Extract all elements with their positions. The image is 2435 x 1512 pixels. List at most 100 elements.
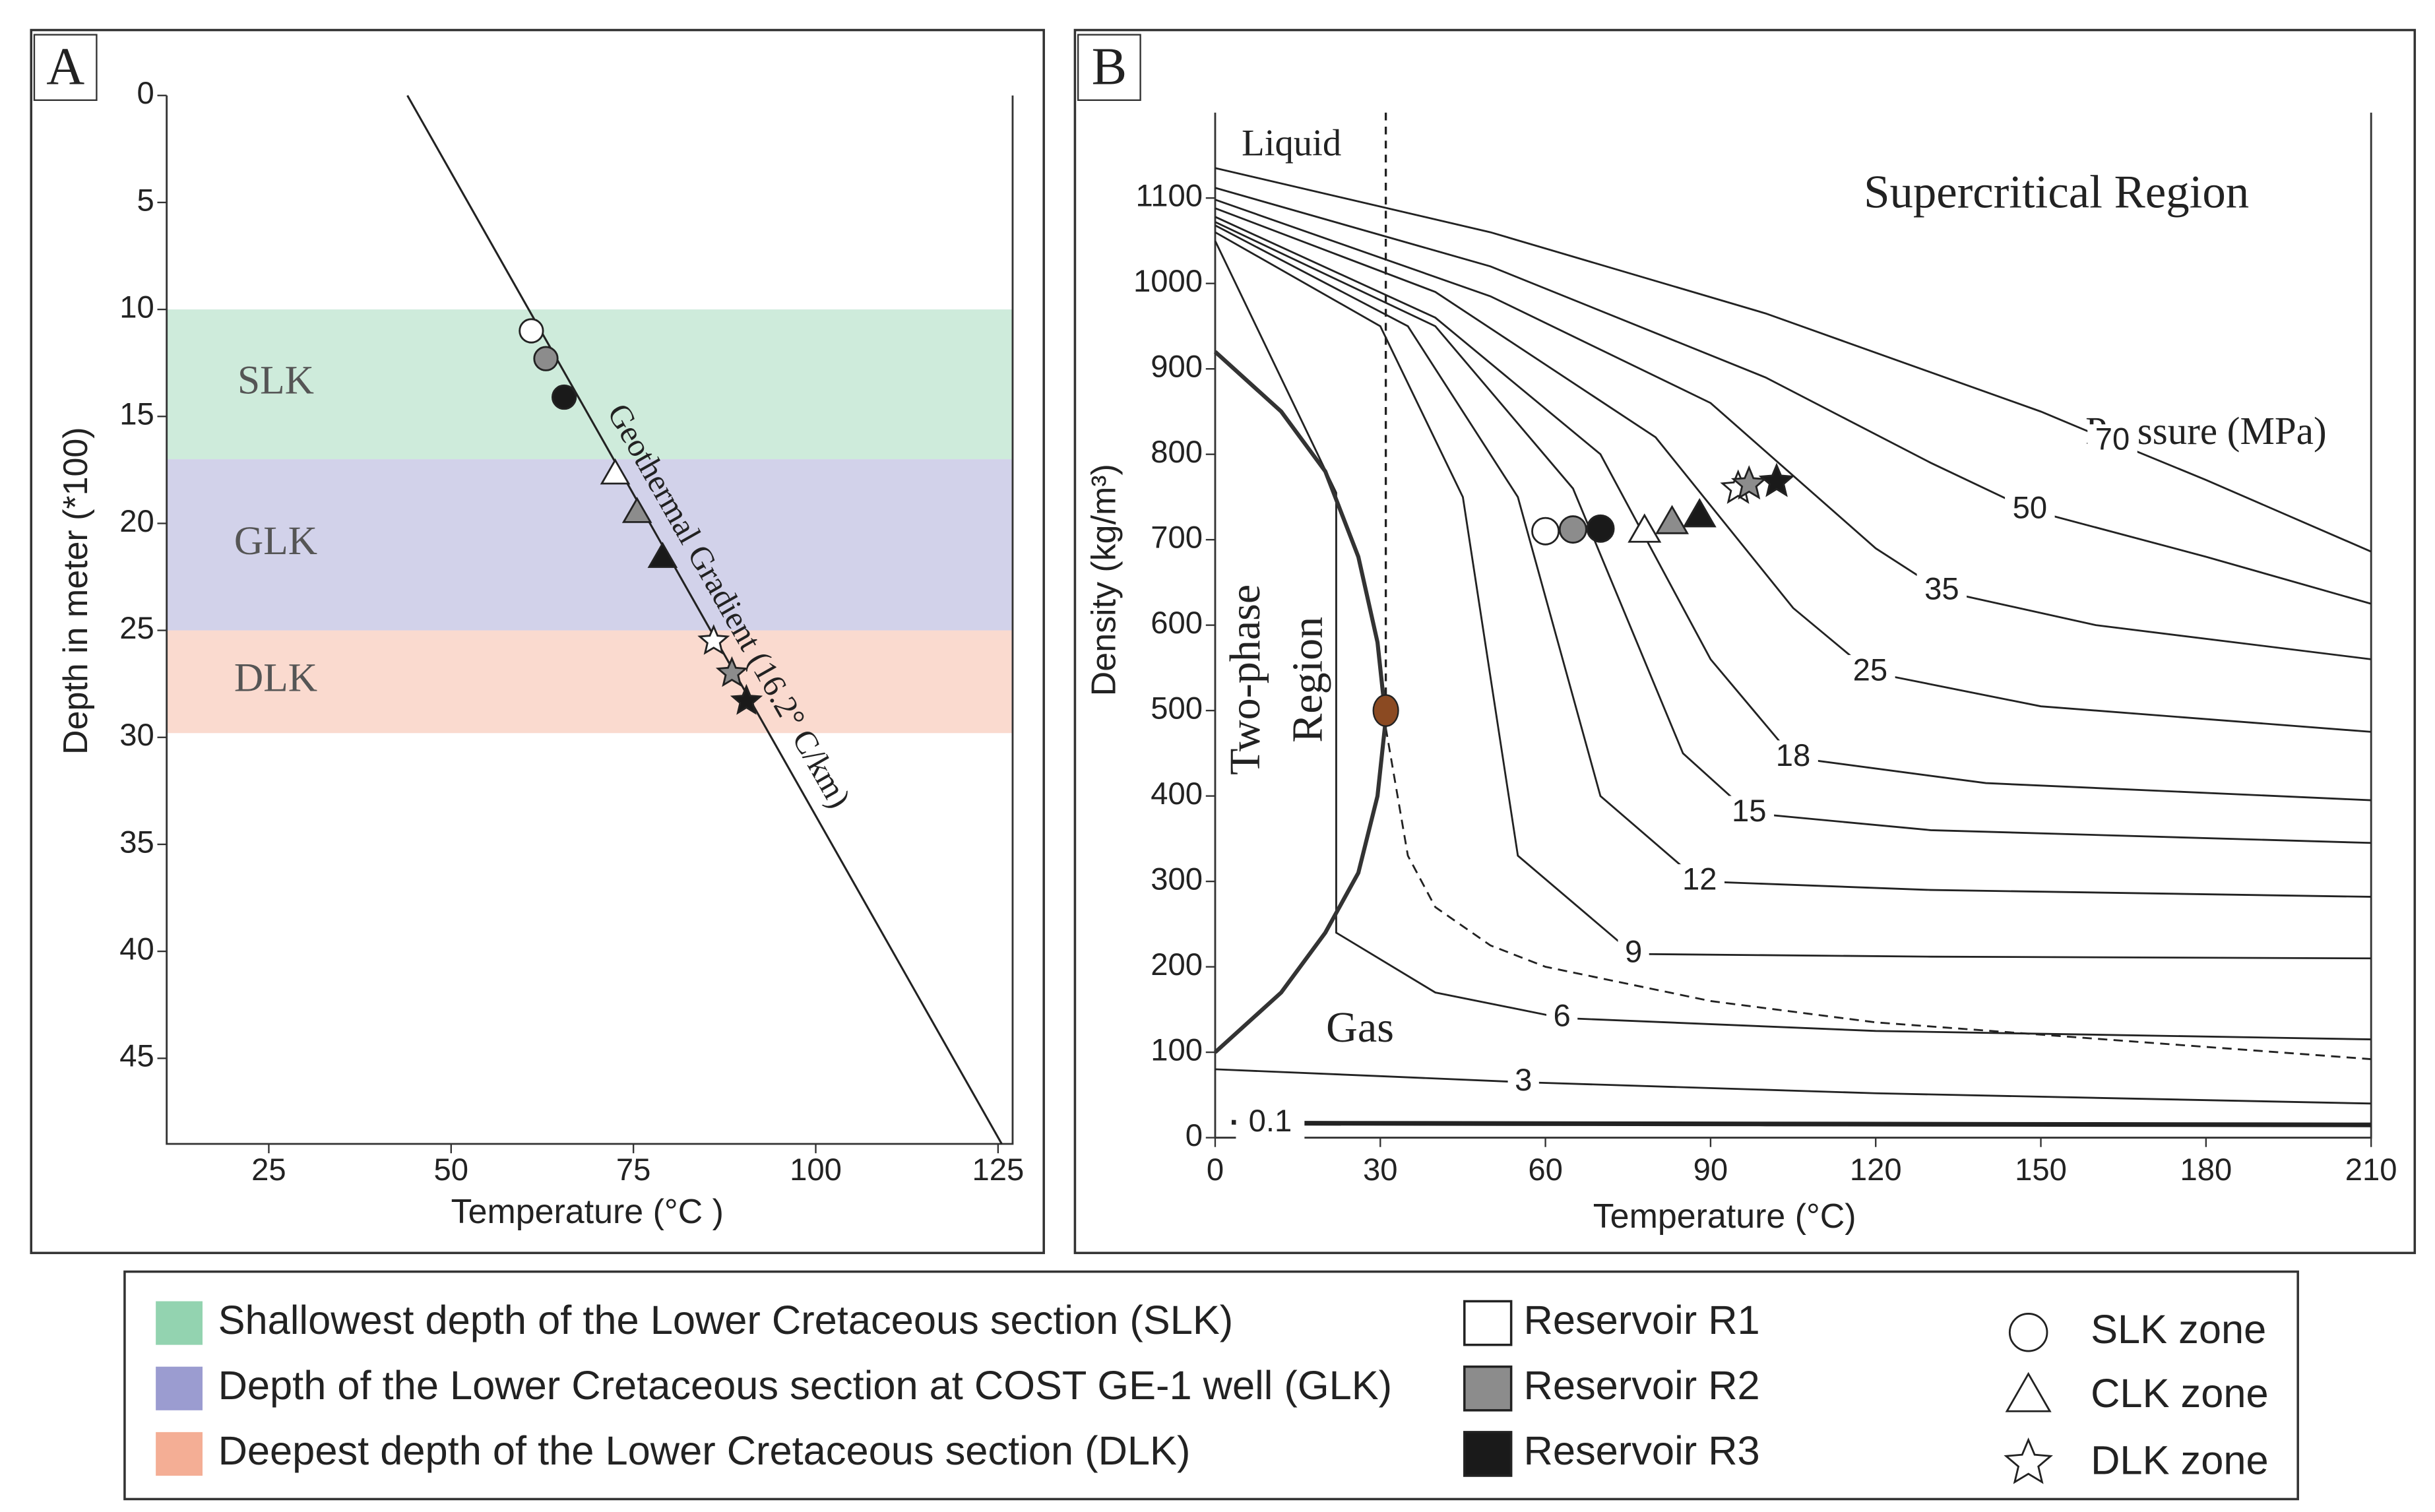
marker bbox=[600, 458, 631, 485]
isobar-label-bg bbox=[1546, 1001, 1578, 1036]
band-label: DLK bbox=[234, 656, 317, 701]
y-tick-label: 25 bbox=[119, 611, 154, 646]
isobar-label: 15 bbox=[1732, 794, 1767, 829]
marker bbox=[647, 542, 678, 568]
legend-symbol bbox=[2008, 1312, 2048, 1352]
isobar-label: 70 bbox=[2095, 422, 2130, 457]
x-tick-label: 90 bbox=[1693, 1152, 1728, 1187]
y-tick-label: 300 bbox=[1151, 862, 1203, 897]
legend-label: SLK zone bbox=[2091, 1307, 2266, 1352]
y-tick-label: 0 bbox=[137, 76, 154, 111]
isobar-label-bg bbox=[1768, 740, 1818, 775]
isobar bbox=[1215, 199, 2372, 660]
y-tick-label: 100 bbox=[1151, 1033, 1203, 1068]
marker bbox=[519, 318, 544, 344]
y-tick-label: 5 bbox=[137, 183, 154, 218]
isobar-label-bg bbox=[2005, 492, 2055, 527]
isobar bbox=[1215, 216, 2372, 802]
marker bbox=[697, 624, 730, 655]
isobar bbox=[1385, 727, 2372, 1060]
legend-label: DLK zone bbox=[2091, 1437, 2269, 1483]
x-tick-label: 120 bbox=[1850, 1152, 1902, 1187]
depth-band bbox=[166, 309, 1013, 460]
isobar-label-bg bbox=[1618, 937, 1649, 972]
isobar-label: 18 bbox=[1776, 738, 1811, 773]
marker bbox=[1730, 465, 1767, 500]
isobar bbox=[1231, 1119, 2372, 1127]
axis bbox=[1214, 112, 2372, 1139]
gradient-line bbox=[406, 94, 1003, 1145]
marker bbox=[1531, 517, 1560, 546]
legend-symbol bbox=[2005, 1371, 2052, 1412]
y-tick-label: 600 bbox=[1151, 606, 1203, 641]
panel-letter: A bbox=[46, 38, 84, 96]
isobar bbox=[1215, 224, 2372, 898]
isobar bbox=[1215, 207, 2372, 733]
x-tick-label: 60 bbox=[1528, 1152, 1563, 1187]
y-axis-label: Density (kg/m³) bbox=[1085, 464, 1123, 696]
marker bbox=[533, 346, 559, 371]
isobar-label: 0.1 bbox=[1249, 1104, 1292, 1139]
isobar-label: 50 bbox=[2013, 490, 2048, 525]
isobar-label: 35 bbox=[1924, 571, 1959, 606]
legend-swatch bbox=[156, 1301, 203, 1345]
isobar bbox=[1214, 240, 2372, 1040]
isobar-label: 3 bbox=[1515, 1063, 1532, 1098]
marker bbox=[1682, 497, 1717, 528]
legend-label: Reservoir R2 bbox=[1524, 1363, 1760, 1408]
axis bbox=[166, 95, 1014, 1145]
marker bbox=[1758, 462, 1795, 497]
isobar-label: 9 bbox=[1625, 935, 1642, 970]
y-tick-label: 500 bbox=[1151, 691, 1203, 726]
y-tick-label: 700 bbox=[1151, 520, 1203, 555]
isobar bbox=[1215, 1068, 2372, 1105]
marker bbox=[1558, 515, 1587, 544]
y-tick-label: 0 bbox=[1186, 1118, 1203, 1153]
region-label: Two-phase bbox=[1221, 584, 1269, 775]
y-tick-label: 10 bbox=[119, 290, 154, 325]
legend-label: Reservoir R1 bbox=[1524, 1298, 1760, 1343]
y-tick-label: 45 bbox=[119, 1039, 154, 1074]
legend-swatch bbox=[1463, 1365, 1513, 1412]
panel-letter: B bbox=[1092, 38, 1127, 96]
x-tick-label: 75 bbox=[616, 1152, 651, 1187]
panel-letter-box bbox=[1077, 34, 1141, 101]
depth-band bbox=[166, 459, 1013, 631]
isobar bbox=[1215, 167, 2372, 553]
x-axis-label: Temperature (°C ) bbox=[451, 1193, 724, 1231]
marker bbox=[1655, 505, 1690, 534]
isobar-label: 6 bbox=[1553, 999, 1570, 1034]
isobar-label-bg bbox=[2087, 424, 2137, 459]
isobar-label-bg bbox=[1845, 654, 1895, 689]
legend-swatch bbox=[156, 1366, 203, 1410]
legend-label: Deepest depth of the Lower Cretaceous se… bbox=[218, 1428, 1191, 1474]
x-tick-label: 50 bbox=[434, 1152, 469, 1187]
x-axis-label: Temperature (°C) bbox=[1593, 1197, 1856, 1236]
panel-letter-box bbox=[33, 34, 98, 101]
marker bbox=[730, 683, 763, 715]
marker bbox=[1586, 514, 1615, 543]
y-tick-label: 15 bbox=[119, 397, 154, 432]
y-tick-label: 40 bbox=[119, 932, 154, 967]
isobar bbox=[1215, 187, 2372, 605]
region-label: Region bbox=[1284, 617, 1332, 743]
critical-point bbox=[1372, 694, 1399, 727]
region-label: Supercritical Region bbox=[1864, 166, 2249, 218]
legend-swatch bbox=[156, 1432, 203, 1476]
legend-swatch bbox=[1463, 1431, 1513, 1477]
isobar-label: 25 bbox=[1853, 652, 1888, 687]
marker bbox=[715, 656, 748, 687]
y-tick-label: 1000 bbox=[1133, 264, 1203, 299]
x-tick-label: 30 bbox=[1363, 1152, 1398, 1187]
legend-label: Depth of the Lower Cretaceous section at… bbox=[218, 1363, 1393, 1408]
marker bbox=[552, 384, 577, 410]
marker bbox=[621, 497, 652, 523]
isobar bbox=[1215, 231, 2372, 960]
x-tick-label: 100 bbox=[790, 1152, 842, 1187]
x-tick-label: 25 bbox=[251, 1152, 286, 1187]
depth-band bbox=[166, 630, 1013, 734]
isobar-label: 12 bbox=[1682, 862, 1717, 897]
y-tick-label: 400 bbox=[1151, 776, 1203, 811]
y-tick-label: 800 bbox=[1151, 435, 1203, 470]
